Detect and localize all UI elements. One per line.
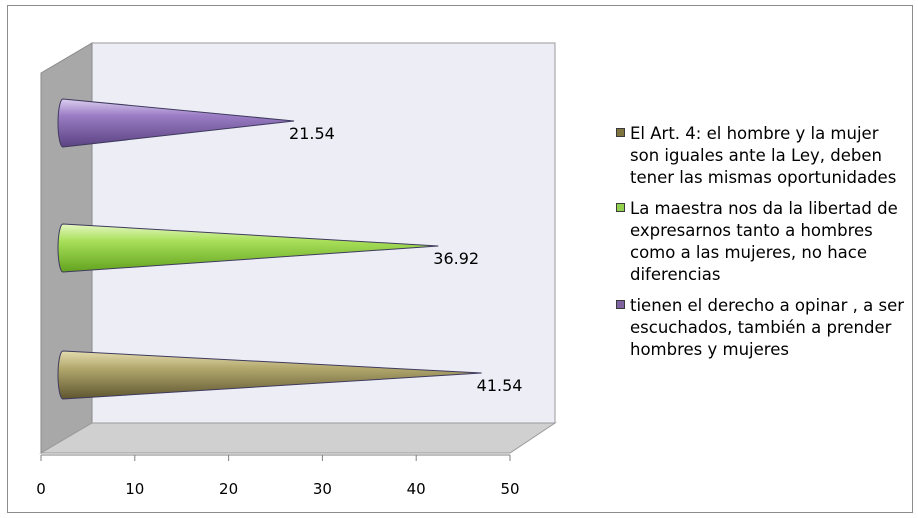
cone-bar <box>57 350 482 400</box>
legend-label: La maestra nos da la libertad de expresa… <box>630 199 898 284</box>
data-label: 41.54 <box>477 376 523 395</box>
legend-label: tienen el derecho a opinar , a ser escuc… <box>630 296 905 359</box>
x-tick-label: 40 <box>407 480 426 498</box>
legend-swatch <box>616 203 625 212</box>
x-tick-label: 20 <box>219 480 238 498</box>
legend-item: La maestra nos da la libertad de expresa… <box>616 198 912 286</box>
cone-bar <box>57 223 439 273</box>
legend-swatch <box>616 128 625 137</box>
legend-swatch <box>616 300 625 309</box>
cone-bar <box>57 98 295 148</box>
legend-label: El Art. 4: el hombre y la mujer son igua… <box>630 124 897 187</box>
x-tick-label: 30 <box>313 480 332 498</box>
data-labels: 41.54 36.92 21.54 <box>289 124 522 395</box>
plot-floor <box>39 422 557 454</box>
data-label: 36.92 <box>433 249 479 268</box>
legend-item: tienen el derecho a opinar , a ser escuc… <box>616 295 912 361</box>
cone-series <box>57 98 482 400</box>
x-tick-label: 0 <box>36 480 46 498</box>
legend-item: El Art. 4: el hombre y la mujer son igua… <box>616 123 912 189</box>
x-tick-label: 10 <box>125 480 144 498</box>
legend: El Art. 4: el hombre y la mujer son igua… <box>616 123 912 370</box>
x-tick-label: 50 <box>500 480 519 498</box>
x-axis-ticks: 0 10 20 30 40 50 <box>36 455 520 498</box>
data-label: 21.54 <box>289 124 335 143</box>
